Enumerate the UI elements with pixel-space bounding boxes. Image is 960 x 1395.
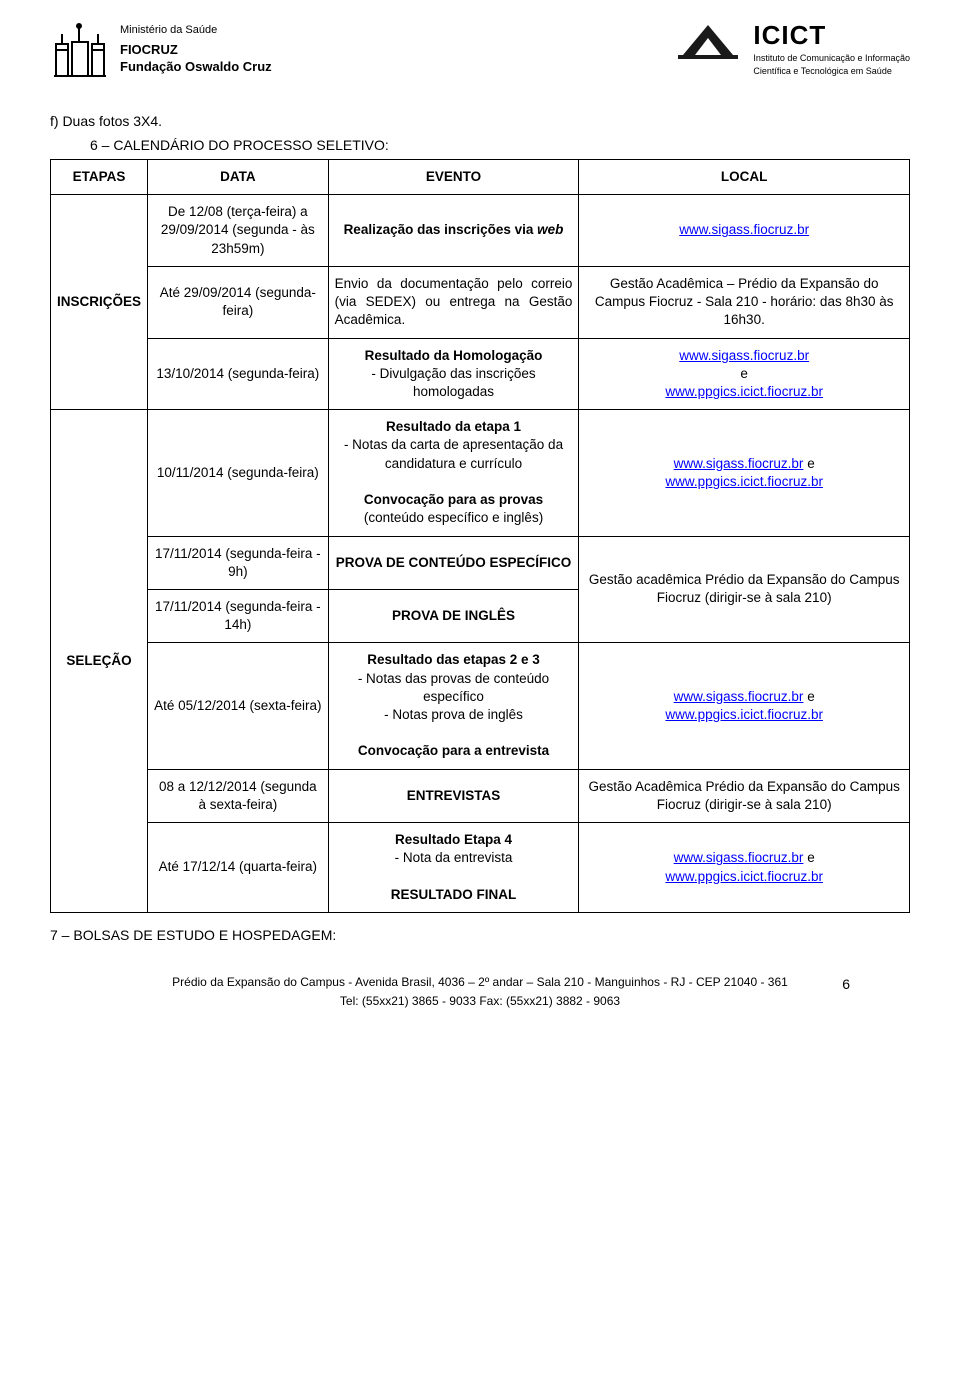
evento-title: Resultado Etapa 4	[335, 831, 573, 849]
table-header-row: ETAPAS DATA EVENTO LOCAL	[51, 160, 910, 195]
section-7-title: 7 – BOLSAS DE ESTUDO E HOSPEDAGEM:	[50, 927, 910, 943]
footer-address: Prédio da Expansão do Campus - Avenida B…	[172, 973, 788, 992]
icict-mark-icon	[673, 20, 743, 63]
cell-local: www.sigass.fiocruz.br e www.ppgics.icict…	[579, 338, 910, 410]
intro-line: f) Duas fotos 3X4.	[50, 113, 910, 129]
link-sigass[interactable]: www.sigass.fiocruz.br	[674, 456, 804, 471]
cell-local: Gestão acadêmica Prédio da Expansão do C…	[579, 536, 910, 643]
table-row: 17/11/2014 (segunda-feira - 9h) PROVA DE…	[51, 536, 910, 589]
cell-data: Até 29/09/2014 (segunda-feira)	[148, 266, 329, 338]
link-sigass[interactable]: www.sigass.fiocruz.br	[679, 222, 809, 237]
ministerio-label: Ministério da Saúde	[120, 24, 272, 36]
evento-title: Resultado das etapas 2 e 3	[335, 651, 573, 669]
evento-title: Resultado da etapa 1	[335, 418, 573, 436]
cell-evento: Resultado da etapa 1 - Notas da carta de…	[328, 410, 579, 536]
icict-text: ICICT Instituto de Comunicação e Informa…	[753, 20, 910, 77]
link-sigass[interactable]: www.sigass.fiocruz.br	[674, 850, 804, 865]
cell-local: www.sigass.fiocruz.br e www.ppgics.icict…	[579, 823, 910, 913]
table-row: Até 05/12/2014 (sexta-feira) Resultado d…	[51, 643, 910, 769]
table-row: Até 17/12/14 (quarta-feira) Resultado Et…	[51, 823, 910, 913]
cell-evento: Resultado da Homologação - Divulgação da…	[328, 338, 579, 410]
cell-evento: Resultado Etapa 4 - Nota da entrevista R…	[328, 823, 579, 913]
text-e: e	[740, 366, 748, 381]
icict-sub1: Instituto de Comunicação e Informação	[753, 53, 910, 64]
link-ppgics[interactable]: www.ppgics.icict.fiocruz.br	[665, 869, 823, 884]
cell-evento: ENTREVISTAS	[328, 769, 579, 822]
fiocruz-text: Ministério da Saúde FIOCRUZ Fundação Osw…	[120, 20, 272, 74]
text-e: e	[803, 689, 814, 704]
cell-data: De 12/08 (terça-feira) a 29/09/2014 (seg…	[148, 195, 329, 267]
cell-data: 08 a 12/12/2014 (segunda à sexta-feira)	[148, 769, 329, 822]
evento-line: - Notas da carta de apresentação da cand…	[344, 437, 563, 470]
cell-local: Gestão Acadêmica – Prédio da Expansão do…	[579, 266, 910, 338]
cell-local: Gestão Acadêmica Prédio da Expansão do C…	[579, 769, 910, 822]
icict-title: ICICT	[753, 20, 910, 51]
fiocruz-label: FIOCRUZ	[120, 42, 272, 57]
evento-bold: Resultado da Homologação	[365, 348, 543, 363]
link-ppgics[interactable]: www.ppgics.icict.fiocruz.br	[665, 707, 823, 722]
fundacao-label: Fundação Oswaldo Cruz	[120, 59, 272, 74]
evento-line: (conteúdo específico e inglês)	[335, 509, 573, 527]
link-sigass[interactable]: www.sigass.fiocruz.br	[679, 348, 809, 363]
table-row: 13/10/2014 (segunda-feira) Resultado da …	[51, 338, 910, 410]
text-e: e	[803, 456, 814, 471]
footer-tel: Tel: (55xx21) 3865 - 9033 Fax: (55xx21) …	[340, 994, 620, 1008]
evento-line: - Notas das provas de conteúdo específic…	[358, 671, 549, 704]
etapa-inscricoes: INSCRIÇÕES	[51, 195, 148, 410]
col-local: LOCAL	[579, 160, 910, 195]
text-e: e	[803, 850, 814, 865]
cell-data: Até 05/12/2014 (sexta-feira)	[148, 643, 329, 769]
evento-italic: web	[537, 222, 563, 237]
col-evento: EVENTO	[328, 160, 579, 195]
table-row: 08 a 12/12/2014 (segunda à sexta-feira) …	[51, 769, 910, 822]
table-row: INSCRIÇÕES De 12/08 (terça-feira) a 29/0…	[51, 195, 910, 267]
page-footer: Prédio da Expansão do Campus - Avenida B…	[50, 973, 910, 1011]
cell-evento: PROVA DE INGLÊS	[328, 589, 579, 642]
link-ppgics[interactable]: www.ppgics.icict.fiocruz.br	[665, 474, 823, 489]
cell-evento: Realização das inscrições via web	[328, 195, 579, 267]
section-6-title: 6 – CALENDÁRIO DO PROCESSO SELETIVO:	[90, 137, 910, 153]
cell-local: www.sigass.fiocruz.br e www.ppgics.icict…	[579, 643, 910, 769]
fiocruz-castle-icon	[50, 20, 110, 83]
cell-data: 17/11/2014 (segunda-feira - 14h)	[148, 589, 329, 642]
fiocruz-logo-block: Ministério da Saúde FIOCRUZ Fundação Osw…	[50, 20, 272, 83]
cell-data: Até 17/12/14 (quarta-feira)	[148, 823, 329, 913]
evento-line: - Nota da entrevista	[335, 849, 573, 867]
cell-data: 10/11/2014 (segunda-feira)	[148, 410, 329, 536]
cell-evento: Resultado das etapas 2 e 3 - Notas das p…	[328, 643, 579, 769]
page-number: 6	[842, 973, 850, 995]
cell-local: www.sigass.fiocruz.br e www.ppgics.icict…	[579, 410, 910, 536]
col-etapas: ETAPAS	[51, 160, 148, 195]
evento-text: Realização das inscrições via	[344, 222, 538, 237]
evento-title: Convocação para as provas	[335, 491, 573, 509]
evento-line: - Divulgação das inscrições homologadas	[371, 366, 535, 399]
cell-evento: Envio da documentação pelo correio (via …	[328, 266, 579, 338]
link-sigass[interactable]: www.sigass.fiocruz.br	[674, 689, 804, 704]
cell-data: 13/10/2014 (segunda-feira)	[148, 338, 329, 410]
link-ppgics[interactable]: www.ppgics.icict.fiocruz.br	[665, 384, 823, 399]
page-header: Ministério da Saúde FIOCRUZ Fundação Osw…	[50, 20, 910, 83]
table-row: Até 29/09/2014 (segunda-feira) Envio da …	[51, 266, 910, 338]
icict-logo-block: ICICT Instituto de Comunicação e Informa…	[673, 20, 910, 77]
col-data: DATA	[148, 160, 329, 195]
cell-evento: PROVA DE CONTEÚDO ESPECÍFICO	[328, 536, 579, 589]
evento-title: Convocação para a entrevista	[335, 742, 573, 760]
icict-sub2: Científica e Tecnológica em Saúde	[753, 66, 910, 77]
evento-line: - Notas prova de inglês	[384, 707, 523, 722]
table-row: SELEÇÃO 10/11/2014 (segunda-feira) Resul…	[51, 410, 910, 536]
cell-data: 17/11/2014 (segunda-feira - 9h)	[148, 536, 329, 589]
cell-local: www.sigass.fiocruz.br	[579, 195, 910, 267]
etapa-selecao: SELEÇÃO	[51, 410, 148, 913]
evento-title: RESULTADO FINAL	[335, 886, 573, 904]
calendar-table: ETAPAS DATA EVENTO LOCAL INSCRIÇÕES De 1…	[50, 159, 910, 913]
